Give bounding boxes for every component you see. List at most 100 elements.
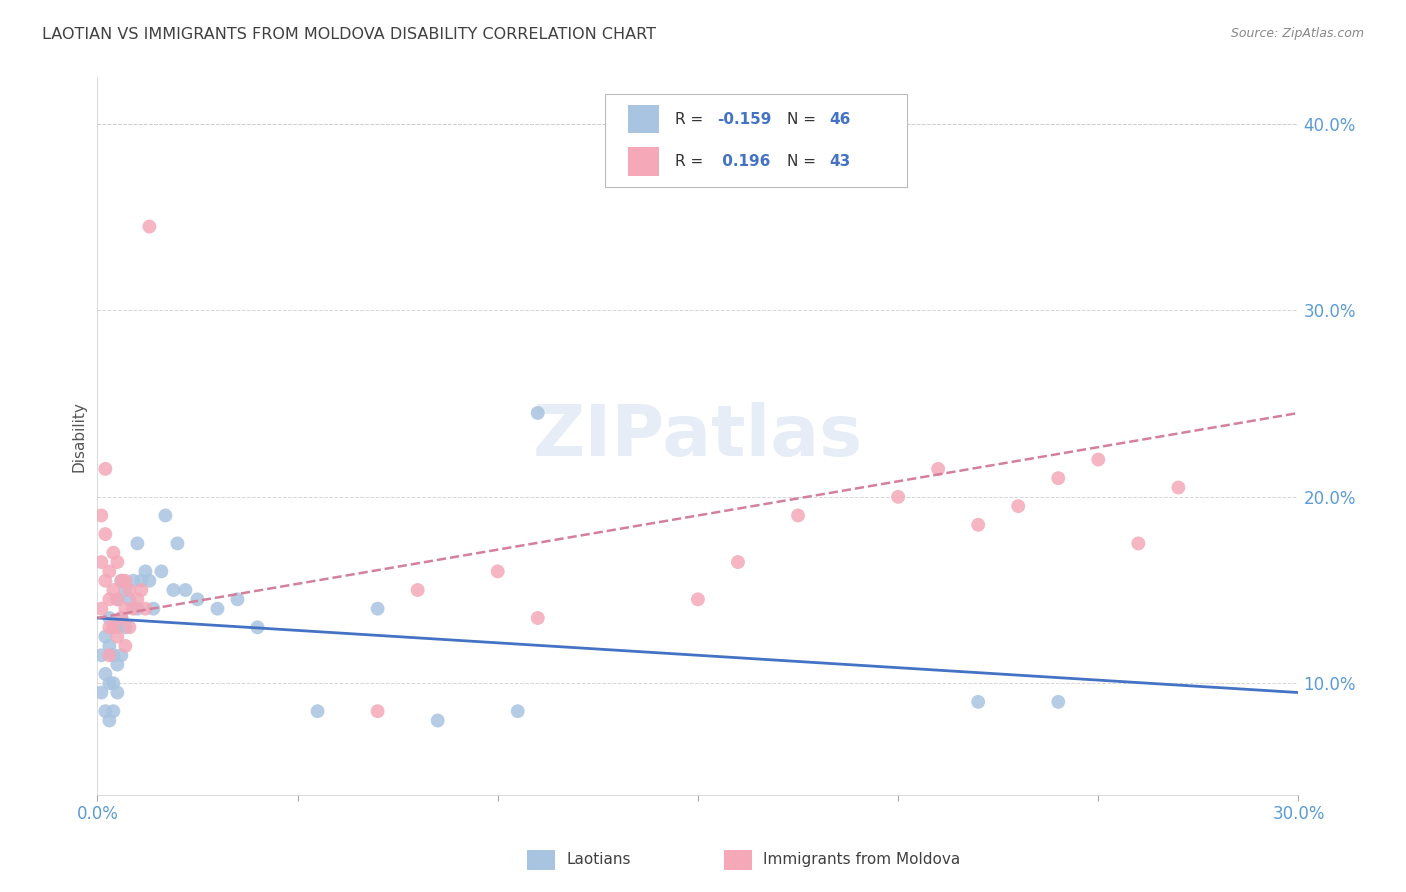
Point: [155, 508, 177, 523]
Point: [406, 582, 429, 597]
Point: [927, 462, 949, 476]
Point: [110, 574, 132, 588]
Point: [174, 582, 197, 597]
Point: [307, 704, 329, 718]
Point: [1128, 536, 1150, 550]
Point: [98, 611, 121, 625]
Point: [90, 555, 112, 569]
Point: [105, 620, 128, 634]
Point: [118, 582, 141, 597]
Point: [110, 574, 132, 588]
Text: ZIPatlas: ZIPatlas: [533, 401, 863, 471]
Y-axis label: Disability: Disability: [72, 401, 86, 472]
Point: [98, 714, 121, 728]
Point: [367, 601, 389, 615]
Point: [1167, 481, 1189, 495]
Point: [142, 601, 165, 615]
Text: -0.159: -0.159: [717, 112, 772, 127]
Text: 0.196: 0.196: [717, 154, 770, 169]
Point: [506, 704, 529, 718]
Point: [90, 601, 112, 615]
Point: [94, 704, 117, 718]
Text: R =: R =: [675, 112, 709, 127]
Point: [686, 592, 709, 607]
Point: [103, 648, 125, 663]
Text: R =: R =: [675, 154, 709, 169]
Point: [94, 630, 117, 644]
Point: [226, 592, 249, 607]
Text: N =: N =: [787, 154, 821, 169]
Text: 46: 46: [830, 112, 851, 127]
Point: [105, 630, 128, 644]
Point: [131, 582, 153, 597]
Point: [526, 406, 548, 420]
Point: [114, 574, 136, 588]
Point: [787, 508, 810, 523]
Text: Source: ZipAtlas.com: Source: ZipAtlas.com: [1230, 27, 1364, 40]
Point: [94, 527, 117, 541]
Point: [166, 536, 188, 550]
Point: [1087, 452, 1109, 467]
Point: [98, 639, 121, 653]
Point: [94, 462, 117, 476]
Point: [138, 574, 160, 588]
Point: [486, 565, 509, 579]
Point: [110, 611, 132, 625]
Point: [103, 620, 125, 634]
Point: [150, 565, 173, 579]
Point: [162, 582, 184, 597]
Point: [94, 667, 117, 681]
Point: [967, 695, 990, 709]
Point: [114, 601, 136, 615]
Point: [90, 648, 112, 663]
Text: 43: 43: [830, 154, 851, 169]
Point: [127, 592, 149, 607]
Point: [90, 508, 112, 523]
Point: [114, 582, 136, 597]
Point: [118, 592, 141, 607]
Point: [90, 685, 112, 699]
Point: [110, 648, 132, 663]
Point: [131, 574, 153, 588]
Point: [98, 565, 121, 579]
Point: [103, 704, 125, 718]
Point: [105, 685, 128, 699]
Point: [138, 219, 160, 234]
Point: [105, 592, 128, 607]
Point: [134, 601, 156, 615]
Point: [727, 555, 749, 569]
Point: [134, 565, 156, 579]
Text: LAOTIAN VS IMMIGRANTS FROM MOLDOVA DISABILITY CORRELATION CHART: LAOTIAN VS IMMIGRANTS FROM MOLDOVA DISAB…: [42, 27, 657, 42]
Point: [105, 592, 128, 607]
Point: [127, 536, 149, 550]
Point: [105, 657, 128, 672]
Point: [426, 714, 449, 728]
Point: [127, 601, 149, 615]
Point: [1047, 695, 1070, 709]
Point: [98, 592, 121, 607]
Point: [887, 490, 910, 504]
Text: Laotians: Laotians: [567, 853, 631, 867]
Point: [98, 676, 121, 690]
Point: [103, 676, 125, 690]
Point: [122, 574, 145, 588]
Point: [186, 592, 208, 607]
Point: [114, 620, 136, 634]
Point: [110, 611, 132, 625]
Point: [207, 601, 229, 615]
Point: [967, 517, 990, 532]
Point: [1007, 499, 1029, 513]
Point: [98, 648, 121, 663]
Point: [103, 582, 125, 597]
Point: [103, 620, 125, 634]
Point: [105, 555, 128, 569]
Point: [122, 601, 145, 615]
Point: [118, 620, 141, 634]
Text: Immigrants from Moldova: Immigrants from Moldova: [763, 853, 960, 867]
Text: N =: N =: [787, 112, 821, 127]
Point: [1047, 471, 1070, 485]
Point: [103, 546, 125, 560]
Point: [114, 639, 136, 653]
Point: [367, 704, 389, 718]
Point: [98, 620, 121, 634]
